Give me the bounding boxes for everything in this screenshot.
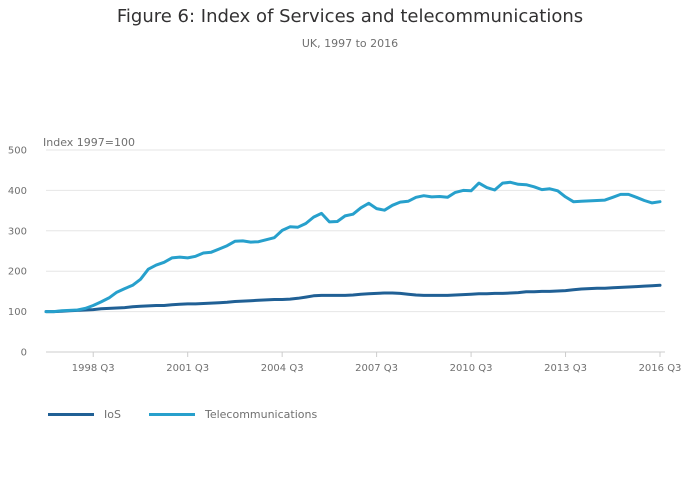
series-line-ios[interactable]	[44, 283, 662, 314]
chart-subtitle: UK, 1997 to 2016	[301, 37, 399, 50]
y-tick-label: 200	[8, 267, 27, 278]
y-tick-label: 300	[8, 226, 27, 237]
legend: IoS Telecommunications	[48, 408, 345, 421]
legend-item-ios[interactable]: IoS	[48, 408, 121, 421]
legend-label-telecommunications: Telecommunications	[204, 408, 318, 421]
y-tick-labels: 0 100 200 300 400 500	[8, 146, 27, 359]
x-tick-labels: 1998 Q3 2001 Q3 2004 Q3 2007 Q3 2010 Q3 2013 …	[72, 352, 682, 374]
y-tick-label: 400	[8, 186, 27, 197]
legend-item-telecommunications[interactable]: Telecommunications	[148, 408, 318, 421]
x-tick-label: 1998 Q3	[72, 363, 115, 374]
y-axis-label: Index 1997=100	[43, 136, 135, 149]
x-tick-label: 2007 Q3	[355, 363, 398, 374]
gridlines	[46, 149, 665, 353]
x-tick-label: 2013 Q3	[544, 363, 587, 374]
y-tick-label: 100	[8, 307, 27, 318]
series-lines	[44, 180, 662, 314]
x-tick-label: 2004 Q3	[261, 363, 304, 374]
x-tick-label: 2001 Q3	[166, 363, 209, 374]
series-line-telecommunications[interactable]	[44, 180, 662, 314]
x-tick-label: 2016 Q3	[639, 363, 682, 374]
x-tick-label: 2010 Q3	[450, 363, 493, 374]
y-tick-label: 500	[8, 146, 27, 157]
chart-title: Figure 6: Index of Services and telecomm…	[116, 6, 584, 27]
line-chart: 0 100 200 300 400 500 1998 Q3 2001 Q3 2004 Q3 20…	[8, 136, 682, 374]
legend-swatch-ios	[48, 413, 94, 416]
legend-swatch-telecommunications	[148, 413, 195, 416]
y-tick-label: 0	[21, 348, 27, 359]
legend-label-ios: IoS	[104, 408, 121, 421]
